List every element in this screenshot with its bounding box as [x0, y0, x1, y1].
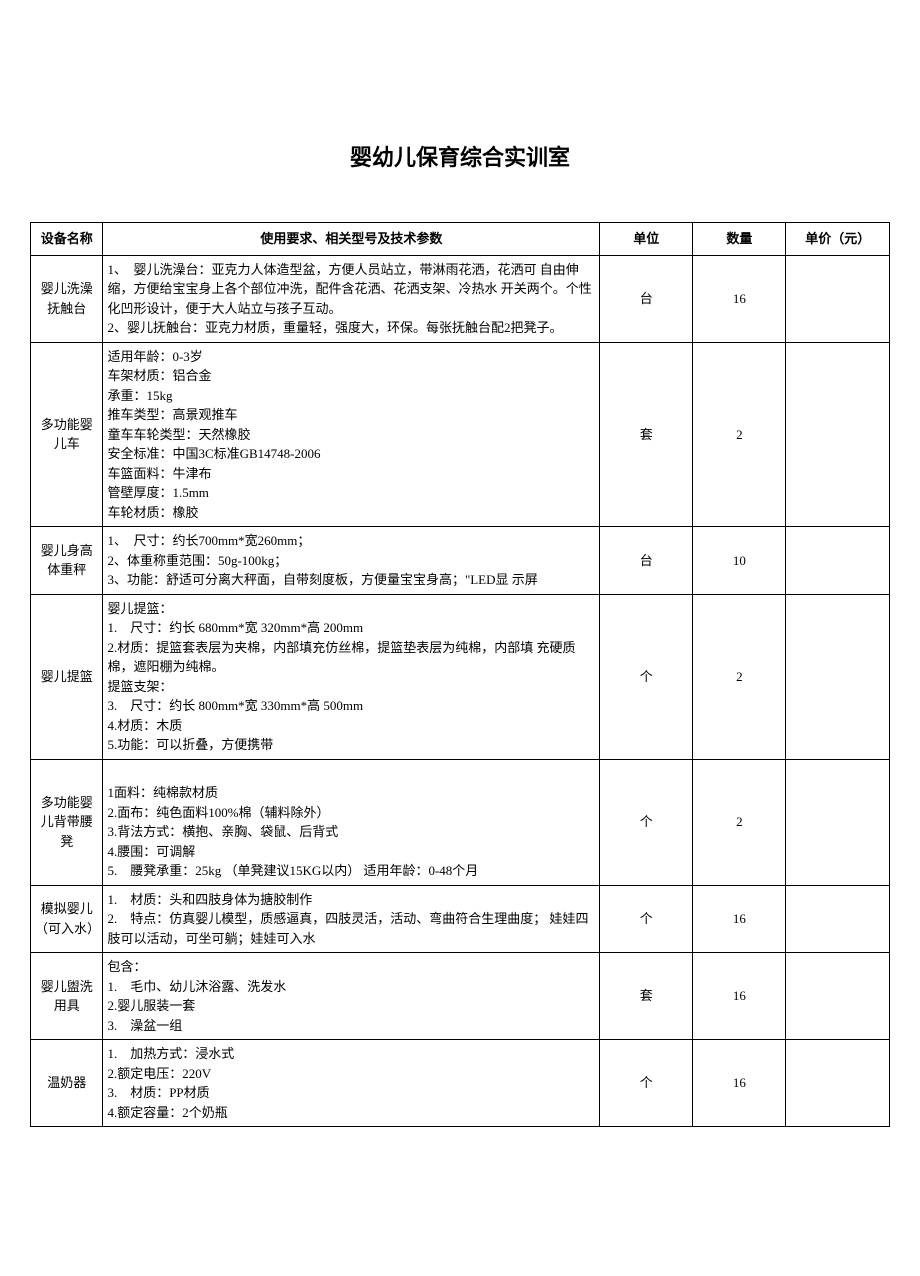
spec-line: 5.功能：可以折叠，方便携带 [107, 735, 595, 755]
table-row: 温奶器1. 加热方式：浸水式2.额定电压：220V3. 材质：PP材质4.额定容… [31, 1040, 890, 1127]
table-row: 婴儿提篮婴儿提篮：1. 尺寸：约长 680mm*宽 320mm*高 200mm2… [31, 594, 890, 759]
spec-line: 3. 尺寸：约长 800mm*宽 330mm*高 500mm [107, 696, 595, 716]
cell-price [786, 342, 890, 527]
spec-line: 适用年龄：0-3岁 [107, 347, 595, 367]
col-header-unit: 单位 [600, 223, 693, 256]
col-header-price: 单价（元） [786, 223, 890, 256]
cell-spec: 1、 尺寸：约长700mm*宽260mm；2、体重称重范围：50g-100kg；… [103, 527, 600, 595]
cell-name: 温奶器 [31, 1040, 103, 1127]
spec-line: 车轮材质：橡胶 [107, 503, 595, 523]
spec-line: 4.腰围：可调解 [107, 842, 595, 862]
col-header-spec: 使用要求、相关型号及技术参数 [103, 223, 600, 256]
cell-spec: 1面料：纯棉款材质2.面布：纯色面料100%棉（辅料除外）3.背法方式：横抱、亲… [103, 759, 600, 885]
cell-price [786, 885, 890, 953]
cell-qty: 2 [693, 594, 786, 759]
cell-price [786, 594, 890, 759]
cell-unit: 个 [600, 759, 693, 885]
spec-line: 车架材质：铝合金 [107, 366, 595, 386]
table-row: 多功能婴儿车适用年龄：0-3岁车架材质：铝合金承重：15kg推车类型：高景观推车… [31, 342, 890, 527]
table-row: 婴儿洗澡抚触台1、 婴儿洗澡台：亚克力人体造型盆，方便人员站立，带淋雨花洒，花洒… [31, 255, 890, 342]
spec-line: 2. 特点：仿真婴儿模型，质感逼真，四肢灵活，活动、弯曲符合生理曲度； 娃娃四肢… [107, 909, 595, 948]
cell-unit: 个 [600, 885, 693, 953]
cell-qty: 10 [693, 527, 786, 595]
spec-line: 1面料：纯棉款材质 [107, 783, 595, 803]
spec-line: 4.材质：木质 [107, 716, 595, 736]
col-header-name: 设备名称 [31, 223, 103, 256]
spec-line: 3. 材质：PP材质 [107, 1083, 595, 1103]
table-row: 婴儿盥洗用具包含：1. 毛巾、幼儿沐浴露、洗发水2.婴儿服装一套3. 澡盆一组套… [31, 953, 890, 1040]
cell-name: 模拟婴儿（可入水） [31, 885, 103, 953]
cell-name: 多功能婴儿车 [31, 342, 103, 527]
cell-name: 婴儿身高体重秤 [31, 527, 103, 595]
equipment-table: 设备名称 使用要求、相关型号及技术参数 单位 数量 单价（元） 婴儿洗澡抚触台1… [30, 222, 890, 1127]
spec-line: 1. 尺寸：约长 680mm*宽 320mm*高 200mm [107, 618, 595, 638]
spec-line: 车篮面料：牛津布 [107, 464, 595, 484]
spec-line: 1. 加热方式：浸水式 [107, 1044, 595, 1064]
table-body: 婴儿洗澡抚触台1、 婴儿洗澡台：亚克力人体造型盆，方便人员站立，带淋雨花洒，花洒… [31, 255, 890, 1127]
spec-line: 安全标准：中国3C标准GB14748-2006 [107, 444, 595, 464]
spec-line: 提篮支架： [107, 677, 595, 697]
spec-line: 2.婴儿服装一套 [107, 996, 595, 1016]
cell-spec: 适用年龄：0-3岁车架材质：铝合金承重：15kg推车类型：高景观推车童车车轮类型… [103, 342, 600, 527]
cell-price [786, 953, 890, 1040]
spec-line: 1. 毛巾、幼儿沐浴露、洗发水 [107, 977, 595, 997]
spec-line: 3. 澡盆一组 [107, 1016, 595, 1036]
cell-spec: 1、 婴儿洗澡台：亚克力人体造型盆，方便人员站立，带淋雨花洒，花洒可 自由伸缩，… [103, 255, 600, 342]
spec-line: 5. 腰凳承重：25kg （单凳建议15KG以内） 适用年龄：0-48个月 [107, 861, 595, 881]
cell-unit: 台 [600, 527, 693, 595]
cell-spec: 1. 加热方式：浸水式2.额定电压：220V3. 材质：PP材质4.额定容量：2… [103, 1040, 600, 1127]
cell-unit: 套 [600, 342, 693, 527]
spec-line: 3、功能：舒适可分离大秤面，自带刻度板，方便量宝宝身高；"LED显 示屏 [107, 570, 595, 590]
spec-line: 1、 婴儿洗澡台：亚克力人体造型盆，方便人员站立，带淋雨花洒，花洒可 自由伸缩，… [107, 260, 595, 319]
cell-qty: 16 [693, 885, 786, 953]
spec-line: 管壁厚度：1.5mm [107, 483, 595, 503]
cell-name: 婴儿盥洗用具 [31, 953, 103, 1040]
cell-unit: 台 [600, 255, 693, 342]
cell-name: 多功能婴儿背带腰凳 [31, 759, 103, 885]
spec-line: 推车类型：高景观推车 [107, 405, 595, 425]
spec-line: 包含： [107, 957, 595, 977]
cell-qty: 2 [693, 342, 786, 527]
cell-price [786, 1040, 890, 1127]
spec-line: 2.面布：纯色面料100%棉（辅料除外） [107, 803, 595, 823]
cell-name: 婴儿洗澡抚触台 [31, 255, 103, 342]
table-row: 多功能婴儿背带腰凳 1面料：纯棉款材质2.面布：纯色面料100%棉（辅料除外）3… [31, 759, 890, 885]
cell-unit: 套 [600, 953, 693, 1040]
cell-spec: 婴儿提篮：1. 尺寸：约长 680mm*宽 320mm*高 200mm2.材质：… [103, 594, 600, 759]
spec-line: 承重：15kg [107, 386, 595, 406]
cell-name: 婴儿提篮 [31, 594, 103, 759]
cell-price [786, 527, 890, 595]
cell-unit: 个 [600, 1040, 693, 1127]
page-title: 婴幼儿保育综合实训室 [30, 140, 890, 172]
cell-spec: 1. 材质：头和四肢身体为搪胶制作2. 特点：仿真婴儿模型，质感逼真，四肢灵活，… [103, 885, 600, 953]
cell-spec: 包含：1. 毛巾、幼儿沐浴露、洗发水2.婴儿服装一套3. 澡盆一组 [103, 953, 600, 1040]
spec-line: 2.材质：提篮套表层为夹棉，内部填充仿丝棉，提篮垫表层为纯棉，内部填 充硬质棉，… [107, 638, 595, 677]
col-header-qty: 数量 [693, 223, 786, 256]
spec-line: 婴儿提篮： [107, 599, 595, 619]
cell-qty: 16 [693, 255, 786, 342]
page-root: 婴幼儿保育综合实训室 设备名称 使用要求、相关型号及技术参数 单位 数量 单价（… [0, 0, 920, 1167]
cell-qty: 16 [693, 1040, 786, 1127]
spec-line: 2、婴儿抚触台：亚克力材质，重量轻，强度大，环保。每张抚触台配2把凳子。 [107, 318, 595, 338]
spec-line: 1、 尺寸：约长700mm*宽260mm； [107, 531, 595, 551]
cell-unit: 个 [600, 594, 693, 759]
table-row: 婴儿身高体重秤1、 尺寸：约长700mm*宽260mm；2、体重称重范围：50g… [31, 527, 890, 595]
cell-qty: 2 [693, 759, 786, 885]
cell-price [786, 759, 890, 885]
table-row: 模拟婴儿（可入水）1. 材质：头和四肢身体为搪胶制作2. 特点：仿真婴儿模型，质… [31, 885, 890, 953]
spec-line: 4.额定容量：2个奶瓶 [107, 1103, 595, 1123]
spec-line: 1. 材质：头和四肢身体为搪胶制作 [107, 890, 595, 910]
cell-qty: 16 [693, 953, 786, 1040]
spec-line: 3.背法方式：横抱、亲胸、袋鼠、后背式 [107, 822, 595, 842]
spec-line [107, 764, 595, 784]
spec-line: 2.额定电压：220V [107, 1064, 595, 1084]
spec-line: 童车车轮类型：天然橡胶 [107, 425, 595, 445]
spec-line: 2、体重称重范围：50g-100kg； [107, 551, 595, 571]
cell-price [786, 255, 890, 342]
table-header: 设备名称 使用要求、相关型号及技术参数 单位 数量 单价（元） [31, 223, 890, 256]
